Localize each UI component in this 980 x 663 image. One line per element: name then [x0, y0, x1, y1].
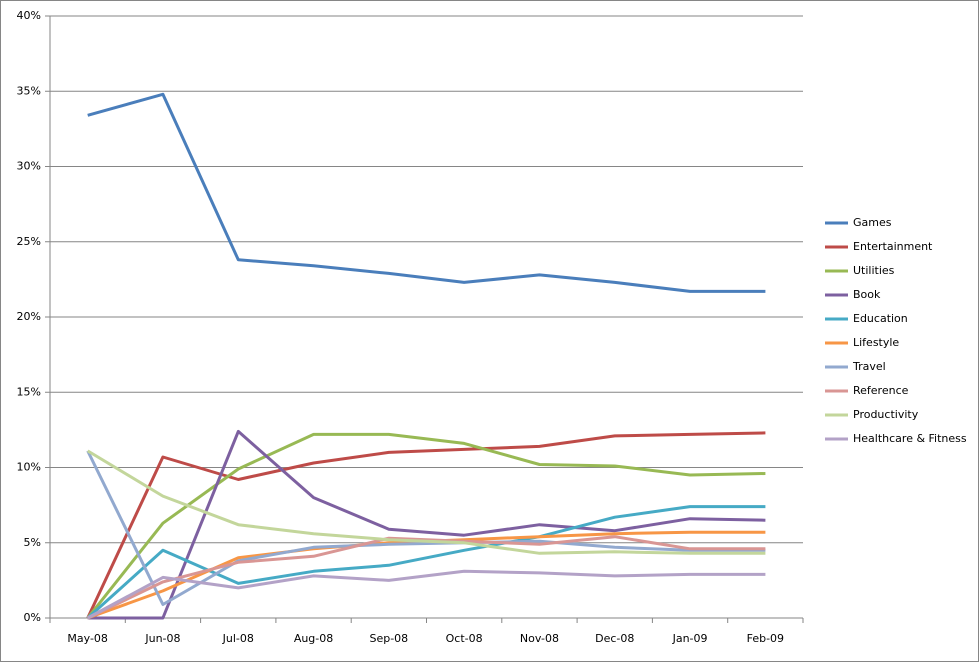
y-tick-label: 25%: [17, 235, 41, 248]
x-tick-label: May-08: [67, 632, 108, 645]
x-tick-label: Oct-08: [446, 632, 483, 645]
y-tick-label: 5%: [24, 536, 41, 549]
legend-label: Productivity: [853, 408, 919, 421]
x-tick-label: Jul-08: [222, 632, 254, 645]
y-tick-label: 10%: [17, 461, 41, 474]
series-line: [86, 505, 766, 620]
legend-label: Travel: [852, 360, 886, 373]
legend-label: Games: [853, 216, 892, 229]
y-tick-label: 0%: [24, 611, 41, 624]
series-line: [87, 535, 766, 620]
legend-label: Book: [853, 288, 881, 301]
series-line: [86, 432, 766, 619]
y-tick-label: 35%: [17, 84, 41, 97]
legend-label: Education: [853, 312, 908, 325]
x-tick-label: Dec-08: [595, 632, 634, 645]
x-tick-label: Jan-09: [672, 632, 708, 645]
x-tick-label: Jun-08: [144, 632, 180, 645]
series-line: [87, 429, 766, 620]
y-tick-label: 30%: [17, 160, 41, 173]
legend-label: Healthcare & Fitness: [853, 432, 967, 445]
series-line: [86, 569, 766, 620]
legend-label: Lifestyle: [853, 336, 899, 349]
series-line: [86, 449, 766, 555]
legend-label: Entertainment: [853, 240, 933, 253]
y-tick-label: 40%: [17, 9, 41, 22]
y-tick-label: 20%: [17, 310, 41, 323]
x-tick-label: Aug-08: [294, 632, 333, 645]
x-tick-label: Sep-08: [369, 632, 408, 645]
series-line: [86, 431, 766, 619]
legend-label: Utilities: [853, 264, 895, 277]
x-tick-label: Nov-08: [520, 632, 559, 645]
series-line: [87, 92, 766, 293]
legend-label: Reference: [853, 384, 909, 397]
x-tick-label: Feb-09: [747, 632, 784, 645]
y-tick-label: 15%: [17, 385, 41, 398]
